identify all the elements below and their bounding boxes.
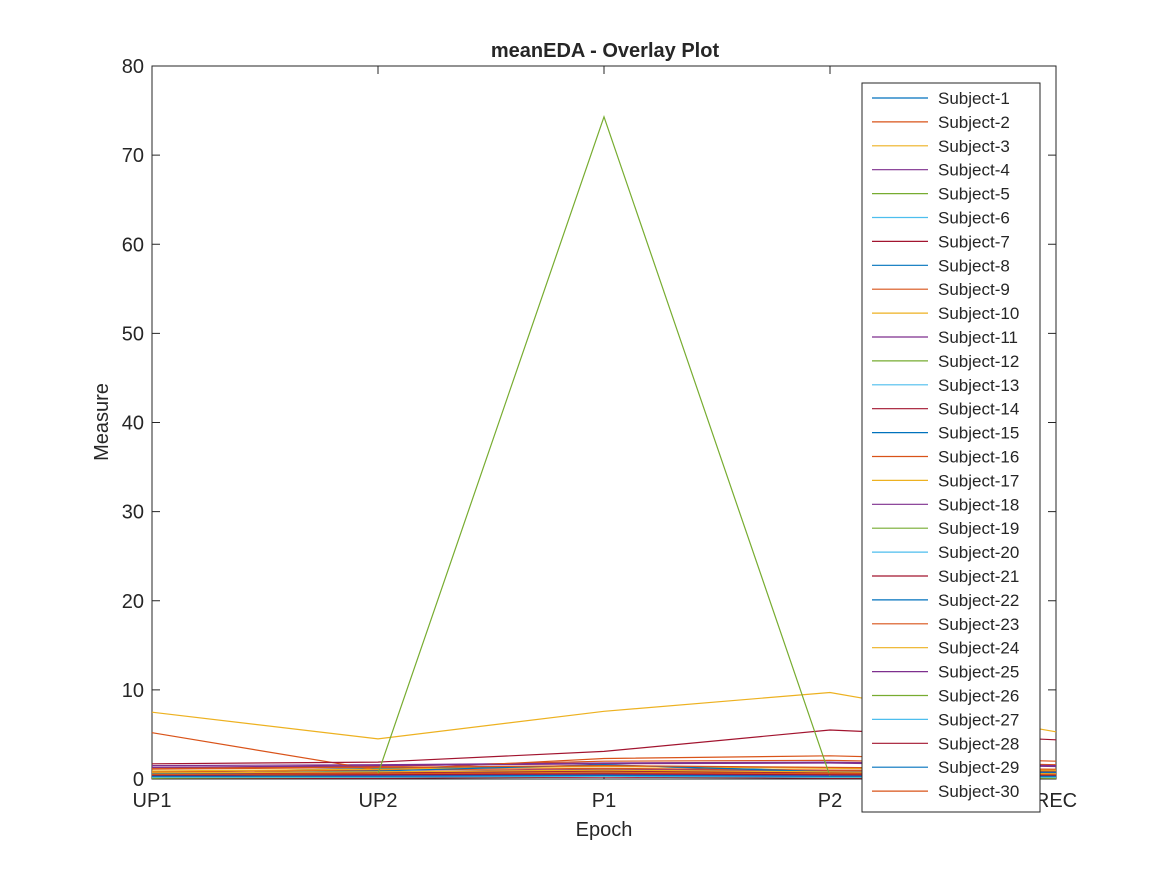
legend-entry-label: Subject-1 <box>938 89 1010 108</box>
legend: Subject-1 Subject-2 Subject-3 Subject-4 Subj… <box>861 82 1041 813</box>
legend-entry-label: Subject-3 <box>938 137 1010 156</box>
legend-entry-label: Subject-26 <box>938 687 1019 706</box>
legend-entry-label: Subject-24 <box>938 639 1019 658</box>
legend-entry-label: Subject-8 <box>938 256 1010 275</box>
legend-entry-label: Subject-15 <box>938 424 1019 443</box>
y-tick-label: 30 <box>122 502 144 524</box>
legend-entry-label: Subject-25 <box>938 663 1019 682</box>
y-tick-label: 10 <box>122 680 144 702</box>
legend-entry-label: Subject-11 <box>938 328 1018 347</box>
legend-entry-label: Subject-6 <box>938 209 1010 228</box>
legend-entry-label: Subject-13 <box>938 376 1019 395</box>
chart-title: meanEDA - Overlay Plot <box>491 40 720 62</box>
legend-entry-label: Subject-30 <box>938 782 1019 801</box>
legend-entry-label: Subject-19 <box>938 519 1019 538</box>
legend-entry-label: Subject-16 <box>938 448 1019 467</box>
legend-entry-label: Subject-29 <box>938 758 1019 777</box>
x-tick-label: UP1 <box>133 790 172 812</box>
legend-entry-label: Subject-17 <box>938 471 1019 490</box>
legend-entry-label: Subject-14 <box>938 400 1019 419</box>
legend-entry-label: Subject-10 <box>938 304 1019 323</box>
y-tick-label: 50 <box>122 323 144 345</box>
y-tick-label: 80 <box>122 56 144 78</box>
legend-entry-label: Subject-12 <box>938 352 1019 371</box>
legend-entry-label: Subject-28 <box>938 734 1019 753</box>
legend-entry-label: Subject-20 <box>938 543 1019 562</box>
legend-entry-label: Subject-27 <box>938 710 1019 729</box>
legend-box <box>861 82 1041 813</box>
legend-entry-label: Subject-18 <box>938 495 1019 514</box>
legend-entry-label: Subject-21 <box>938 567 1019 586</box>
x-tick-label: P1 <box>592 790 616 812</box>
legend-entry-label: Subject-4 <box>938 161 1010 180</box>
legend-entry-label: Subject-7 <box>938 232 1010 251</box>
x-axis-label: Epoch <box>576 819 633 841</box>
legend-entry-label: Subject-9 <box>938 280 1010 299</box>
y-axis-label: Measure <box>91 383 113 461</box>
legend-entry-label: Subject-22 <box>938 591 1019 610</box>
y-tick-label: 40 <box>122 413 144 435</box>
y-tick-label: 20 <box>122 591 144 613</box>
y-tick-label: 0 <box>133 769 144 791</box>
y-tick-label: 60 <box>122 234 144 256</box>
legend-entry-label: Subject-5 <box>938 185 1010 204</box>
x-tick-label: UP2 <box>359 790 398 812</box>
x-tick-label: P2 <box>818 790 842 812</box>
x-tick-label: REC <box>1035 790 1077 812</box>
legend-entry-label: Subject-2 <box>938 113 1010 132</box>
legend-entry-label: Subject-23 <box>938 615 1019 634</box>
y-tick-label: 70 <box>122 145 144 167</box>
